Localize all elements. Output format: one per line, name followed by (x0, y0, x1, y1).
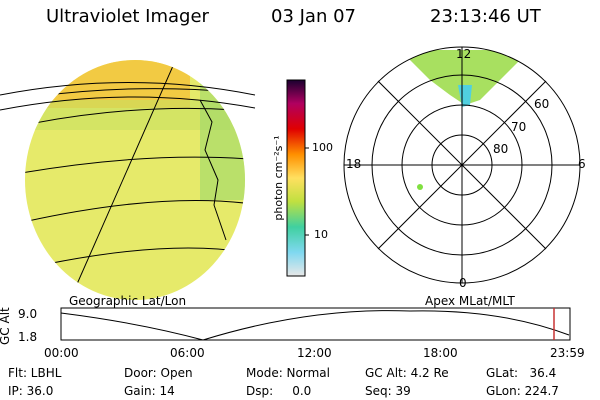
door-info: Door: Open (124, 366, 193, 380)
date-label: 03 Jan 07 (271, 6, 356, 27)
dsp-info: Dsp: 0.0 (246, 384, 312, 398)
time-tick-1200: 12:00 (297, 346, 332, 360)
colorbar-unit: photon cm⁻²s⁻¹ (272, 135, 285, 220)
colorbar: photon cm⁻²s⁻¹ (272, 79, 309, 277)
gain-info: Gain: 14 (124, 384, 175, 398)
gc-tick-9: 9.0 (18, 307, 38, 321)
mode-info: Mode: Normal (246, 366, 330, 380)
earth-image (0, 60, 256, 300)
instrument-title: Ultraviolet Imager (46, 6, 209, 27)
orbit-altitude-curve (60, 310, 570, 341)
data-point (417, 184, 423, 190)
glon-info: GLon: 224.7 (486, 384, 559, 398)
lat-60-label: 60 (534, 97, 550, 111)
gc-alt-plot (60, 307, 571, 341)
mlt-6-label: 6 (578, 157, 586, 171)
time-tick-0600: 06:00 (170, 346, 205, 360)
colorbar-tick-100: 100 (312, 141, 333, 154)
gc-tick-1-8: 1.8 (18, 330, 38, 344)
time-label: 23:13:46 UT (430, 6, 541, 27)
gc-alt-title: GC Alt (0, 307, 12, 345)
apex-label: Apex MLat/MLT (425, 294, 515, 308)
time-tick-1800: 18:00 (423, 346, 458, 360)
lat-80-label: 80 (493, 142, 509, 156)
flt-info: Flt: LBHL (8, 366, 62, 380)
coastline (199, 99, 227, 241)
mlt-0-label: 0 (459, 276, 467, 290)
gc-alt-info: GC Alt: 4.2 Re (365, 366, 449, 380)
geographic-label: Geographic Lat/Lon (69, 294, 187, 308)
time-tick-0000: 00:00 (44, 346, 79, 360)
lat-70-label: 70 (511, 120, 527, 134)
ip-info: IP: 36.0 (8, 384, 54, 398)
mlt-12-label: 12 (456, 47, 472, 61)
auroral-oval (400, 50, 530, 105)
colorbar-tick-10: 10 (314, 228, 328, 241)
colorbar-scale (286, 79, 306, 277)
glat-info: GLat: 36.4 (486, 366, 557, 380)
mlt-18-label: 18 (346, 157, 362, 171)
seq-info: Seq: 39 (365, 384, 411, 398)
polar-plot (343, 46, 581, 284)
time-tick-2359: 23:59 (550, 346, 585, 360)
gc-alt-frame (60, 307, 571, 341)
